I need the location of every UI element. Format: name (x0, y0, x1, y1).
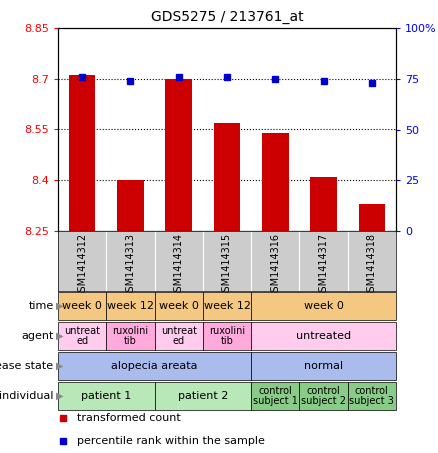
Text: ruxolini
tib: ruxolini tib (113, 326, 148, 347)
FancyBboxPatch shape (348, 381, 396, 410)
FancyBboxPatch shape (155, 292, 203, 320)
Text: week 0: week 0 (159, 301, 199, 311)
Text: week 0: week 0 (62, 301, 102, 311)
Text: ruxolini
tib: ruxolini tib (209, 326, 245, 347)
Bar (262, 133, 289, 231)
Text: week 0: week 0 (304, 301, 343, 311)
FancyBboxPatch shape (203, 292, 251, 320)
FancyBboxPatch shape (251, 292, 396, 320)
Text: untreat
ed: untreat ed (64, 326, 100, 347)
Text: agent: agent (21, 331, 53, 341)
Text: patient 2: patient 2 (178, 391, 228, 401)
Text: GSM1414314: GSM1414314 (174, 233, 184, 298)
Text: GSM1414318: GSM1414318 (367, 233, 377, 298)
Text: individual: individual (0, 391, 53, 401)
Text: ▶: ▶ (56, 361, 64, 371)
FancyBboxPatch shape (106, 292, 155, 320)
Text: GSM1414316: GSM1414316 (270, 233, 280, 298)
FancyBboxPatch shape (251, 381, 300, 410)
Text: control
subject 2: control subject 2 (301, 386, 346, 406)
FancyBboxPatch shape (300, 381, 348, 410)
Text: ▶: ▶ (56, 301, 64, 311)
FancyBboxPatch shape (58, 381, 155, 410)
Text: percentile rank within the sample: percentile rank within the sample (77, 436, 265, 446)
Text: control
subject 1: control subject 1 (253, 386, 298, 406)
Text: GSM1414317: GSM1414317 (318, 233, 328, 298)
FancyBboxPatch shape (155, 322, 203, 351)
FancyBboxPatch shape (58, 352, 251, 381)
Text: week 12: week 12 (204, 301, 251, 311)
Text: time: time (28, 301, 53, 311)
Text: GSM1414312: GSM1414312 (77, 233, 87, 298)
Bar (69, 75, 95, 231)
FancyBboxPatch shape (203, 322, 251, 351)
Text: normal: normal (304, 361, 343, 371)
Text: patient 1: patient 1 (81, 391, 131, 401)
Bar (310, 177, 337, 231)
FancyBboxPatch shape (251, 352, 396, 381)
Bar (359, 204, 385, 231)
Title: GDS5275 / 213761_at: GDS5275 / 213761_at (151, 10, 303, 24)
Text: GSM1414313: GSM1414313 (125, 233, 135, 298)
Text: transformed count: transformed count (77, 413, 180, 423)
Bar (214, 123, 240, 231)
Bar (166, 79, 192, 231)
Text: untreated: untreated (296, 331, 351, 341)
Text: control
subject 3: control subject 3 (350, 386, 394, 406)
Text: disease state: disease state (0, 361, 53, 371)
FancyBboxPatch shape (58, 292, 106, 320)
Text: untreat
ed: untreat ed (161, 326, 197, 347)
Text: alopecia areata: alopecia areata (111, 361, 198, 371)
FancyBboxPatch shape (106, 322, 155, 351)
Text: GSM1414315: GSM1414315 (222, 233, 232, 298)
FancyBboxPatch shape (251, 322, 396, 351)
FancyBboxPatch shape (58, 322, 106, 351)
FancyBboxPatch shape (155, 381, 251, 410)
Text: ▶: ▶ (56, 331, 64, 341)
Bar (117, 180, 144, 231)
Text: week 12: week 12 (107, 301, 154, 311)
Text: ▶: ▶ (56, 391, 64, 401)
